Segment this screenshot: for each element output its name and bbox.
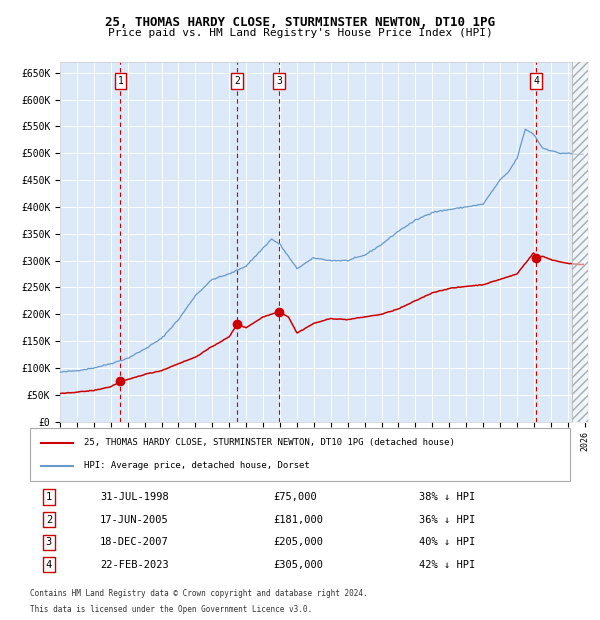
Text: 4: 4 [533,76,539,86]
Text: 22-FEB-2023: 22-FEB-2023 [100,560,169,570]
Text: 1: 1 [46,492,52,502]
Text: 4: 4 [46,560,52,570]
Text: 17-JUN-2005: 17-JUN-2005 [100,515,169,525]
Text: 2: 2 [46,515,52,525]
Text: 38% ↓ HPI: 38% ↓ HPI [419,492,475,502]
Text: £181,000: £181,000 [273,515,323,525]
Text: 1: 1 [118,76,124,86]
Text: HPI: Average price, detached house, Dorset: HPI: Average price, detached house, Dors… [84,461,310,470]
FancyBboxPatch shape [30,428,570,480]
Text: £305,000: £305,000 [273,560,323,570]
Text: 40% ↓ HPI: 40% ↓ HPI [419,537,475,547]
Text: 36% ↓ HPI: 36% ↓ HPI [419,515,475,525]
Text: 31-JUL-1998: 31-JUL-1998 [100,492,169,502]
Text: Contains HM Land Registry data © Crown copyright and database right 2024.: Contains HM Land Registry data © Crown c… [30,589,368,598]
Text: £75,000: £75,000 [273,492,317,502]
Text: 42% ↓ HPI: 42% ↓ HPI [419,560,475,570]
Text: This data is licensed under the Open Government Licence v3.0.: This data is licensed under the Open Gov… [30,604,312,614]
Text: 3: 3 [277,76,282,86]
Text: 25, THOMAS HARDY CLOSE, STURMINSTER NEWTON, DT10 1PG (detached house): 25, THOMAS HARDY CLOSE, STURMINSTER NEWT… [84,438,455,447]
Text: 25, THOMAS HARDY CLOSE, STURMINSTER NEWTON, DT10 1PG: 25, THOMAS HARDY CLOSE, STURMINSTER NEWT… [105,16,495,29]
Text: 3: 3 [46,537,52,547]
Text: 2: 2 [234,76,240,86]
Text: £205,000: £205,000 [273,537,323,547]
Text: 18-DEC-2007: 18-DEC-2007 [100,537,169,547]
Text: Price paid vs. HM Land Registry's House Price Index (HPI): Price paid vs. HM Land Registry's House … [107,28,493,38]
